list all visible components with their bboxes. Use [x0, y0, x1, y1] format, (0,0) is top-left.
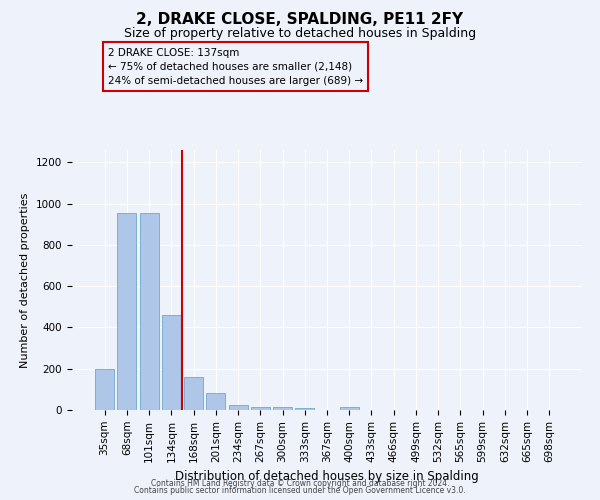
Text: Size of property relative to detached houses in Spalding: Size of property relative to detached ho… [124, 28, 476, 40]
Text: 2, DRAKE CLOSE, SPALDING, PE11 2FY: 2, DRAKE CLOSE, SPALDING, PE11 2FY [136, 12, 464, 28]
Bar [295, 408, 314, 410]
Bar [229, 406, 248, 410]
Bar [184, 377, 203, 410]
Bar [140, 213, 158, 410]
Bar [206, 394, 225, 410]
Bar [162, 315, 181, 410]
Bar [340, 407, 359, 410]
Bar [273, 408, 292, 410]
Text: Contains public sector information licensed under the Open Government Licence v3: Contains public sector information licen… [134, 486, 466, 495]
Text: Contains HM Land Registry data © Crown copyright and database right 2024.: Contains HM Land Registry data © Crown c… [151, 478, 449, 488]
X-axis label: Distribution of detached houses by size in Spalding: Distribution of detached houses by size … [175, 470, 479, 483]
Bar [251, 406, 270, 410]
Y-axis label: Number of detached properties: Number of detached properties [20, 192, 31, 368]
Text: 2 DRAKE CLOSE: 137sqm
← 75% of detached houses are smaller (2,148)
24% of semi-d: 2 DRAKE CLOSE: 137sqm ← 75% of detached … [108, 48, 363, 86]
Bar [118, 213, 136, 410]
Bar [95, 368, 114, 410]
